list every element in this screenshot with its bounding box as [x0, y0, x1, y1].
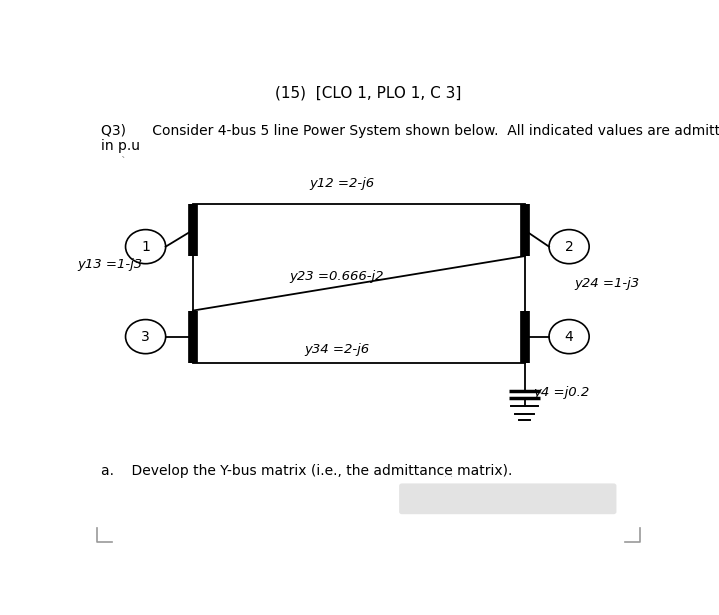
Text: 3: 3 [141, 330, 150, 344]
Text: (15)  [CLO 1, PLO 1, C 3]: (15) [CLO 1, PLO 1, C 3] [275, 85, 462, 101]
Text: . .: . . [444, 469, 453, 479]
Text: `: ` [121, 157, 126, 167]
Text: 4: 4 [564, 330, 574, 344]
Text: Q3)      Consider 4-bus 5 line Power System shown below.  All indicated values a: Q3) Consider 4-bus 5 line Power System s… [101, 124, 719, 138]
Text: a.    Develop the Y-bus matrix (i.e., the admittance matrix).: a. Develop the Y-bus matrix (i.e., the a… [101, 464, 513, 478]
Text: y13 =1-j3: y13 =1-j3 [78, 258, 143, 271]
FancyBboxPatch shape [399, 483, 616, 514]
Text: y34 =2-j6: y34 =2-j6 [304, 343, 369, 355]
Text: y4 =j0.2: y4 =j0.2 [533, 386, 589, 399]
Text: 1: 1 [141, 240, 150, 253]
Text: in p.u: in p.u [101, 139, 140, 153]
Text: y12 =2-j6: y12 =2-j6 [309, 177, 375, 190]
Text: 2: 2 [564, 240, 574, 253]
Text: y23 =0.666-j2: y23 =0.666-j2 [289, 270, 384, 283]
Text: y24 =1-j3: y24 =1-j3 [574, 277, 640, 290]
